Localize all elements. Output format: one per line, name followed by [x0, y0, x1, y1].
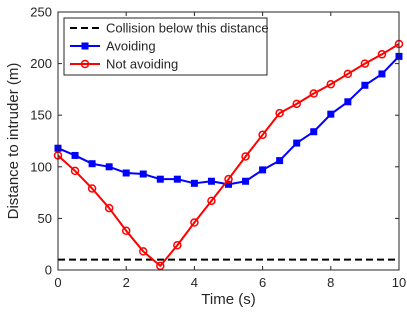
data-point-avoiding — [344, 98, 352, 106]
data-point-avoiding — [327, 110, 335, 118]
data-point-not-avoiding — [258, 130, 267, 140]
data-point-not-avoiding — [70, 166, 80, 176]
data-point-avoiding — [105, 163, 113, 171]
x-tick-label: 4 — [191, 275, 198, 290]
axes-frame — [57, 11, 400, 271]
data-point-not-avoiding — [190, 218, 199, 227]
x-tick-label: 10 — [392, 275, 406, 290]
data-point-avoiding — [276, 157, 284, 165]
data-point-avoiding — [378, 70, 386, 78]
data-point-avoiding — [71, 151, 79, 159]
data-point-not-avoiding — [173, 240, 182, 250]
series-line-not-avoiding — [57, 43, 400, 267]
legend-threshold-label: Collision below this distance — [106, 21, 269, 36]
data-point-avoiding — [139, 170, 147, 178]
data-point-not-avoiding — [139, 247, 148, 256]
legend: Collision below this distance Avoiding N… — [63, 17, 269, 76]
data-point-avoiding — [156, 175, 164, 183]
data-point-not-avoiding — [87, 184, 97, 193]
y-tick-label: 50 — [38, 211, 52, 226]
data-point-not-avoiding — [326, 79, 336, 89]
data-point-not-avoiding — [224, 174, 233, 184]
data-point-not-avoiding — [275, 108, 284, 118]
y-tick-label: 200 — [30, 56, 52, 71]
data-point-avoiding — [207, 177, 215, 185]
legend-avoiding-label: Avoiding — [106, 39, 156, 54]
data-point-avoiding — [122, 169, 130, 177]
y-tick-label: 100 — [30, 159, 52, 174]
data-point-not-avoiding — [292, 99, 301, 109]
y-axis-label: Distance to intruder (m) — [5, 63, 22, 220]
legend-not-avoiding-label: Not avoiding — [106, 57, 178, 72]
series-layer — [53, 39, 404, 271]
data-point-avoiding — [293, 139, 301, 147]
x-tick-label: 8 — [327, 275, 334, 290]
data-point-avoiding — [259, 166, 267, 174]
x-tick-label: 6 — [259, 275, 266, 290]
data-point-avoiding — [310, 128, 318, 136]
data-point-avoiding — [173, 175, 181, 183]
y-tick-label: 150 — [30, 108, 52, 123]
axes-layer — [57, 11, 400, 271]
data-point-not-avoiding — [121, 226, 131, 236]
x-tick-label: 0 — [54, 275, 61, 290]
data-point-avoiding — [242, 177, 250, 185]
data-point-not-avoiding — [156, 261, 165, 271]
legend-not-avoiding-marker — [80, 59, 90, 69]
y-tick-label: 0 — [45, 263, 52, 278]
y-tick-label: 250 — [30, 5, 52, 20]
data-point-not-avoiding — [207, 196, 216, 206]
data-point-not-avoiding — [104, 203, 114, 213]
data-point-avoiding — [361, 81, 369, 89]
x-axis-label: Time (s) — [201, 291, 255, 308]
data-point-avoiding — [88, 160, 96, 168]
data-point-avoiding — [190, 179, 198, 187]
data-point-not-avoiding — [309, 89, 318, 98]
data-point-not-avoiding — [343, 69, 353, 79]
data-point-not-avoiding — [377, 50, 387, 59]
data-point-not-avoiding — [241, 152, 250, 161]
legend-avoiding-marker — [81, 42, 89, 50]
x-tick-label: 2 — [123, 275, 130, 290]
data-point-not-avoiding — [360, 59, 370, 68]
